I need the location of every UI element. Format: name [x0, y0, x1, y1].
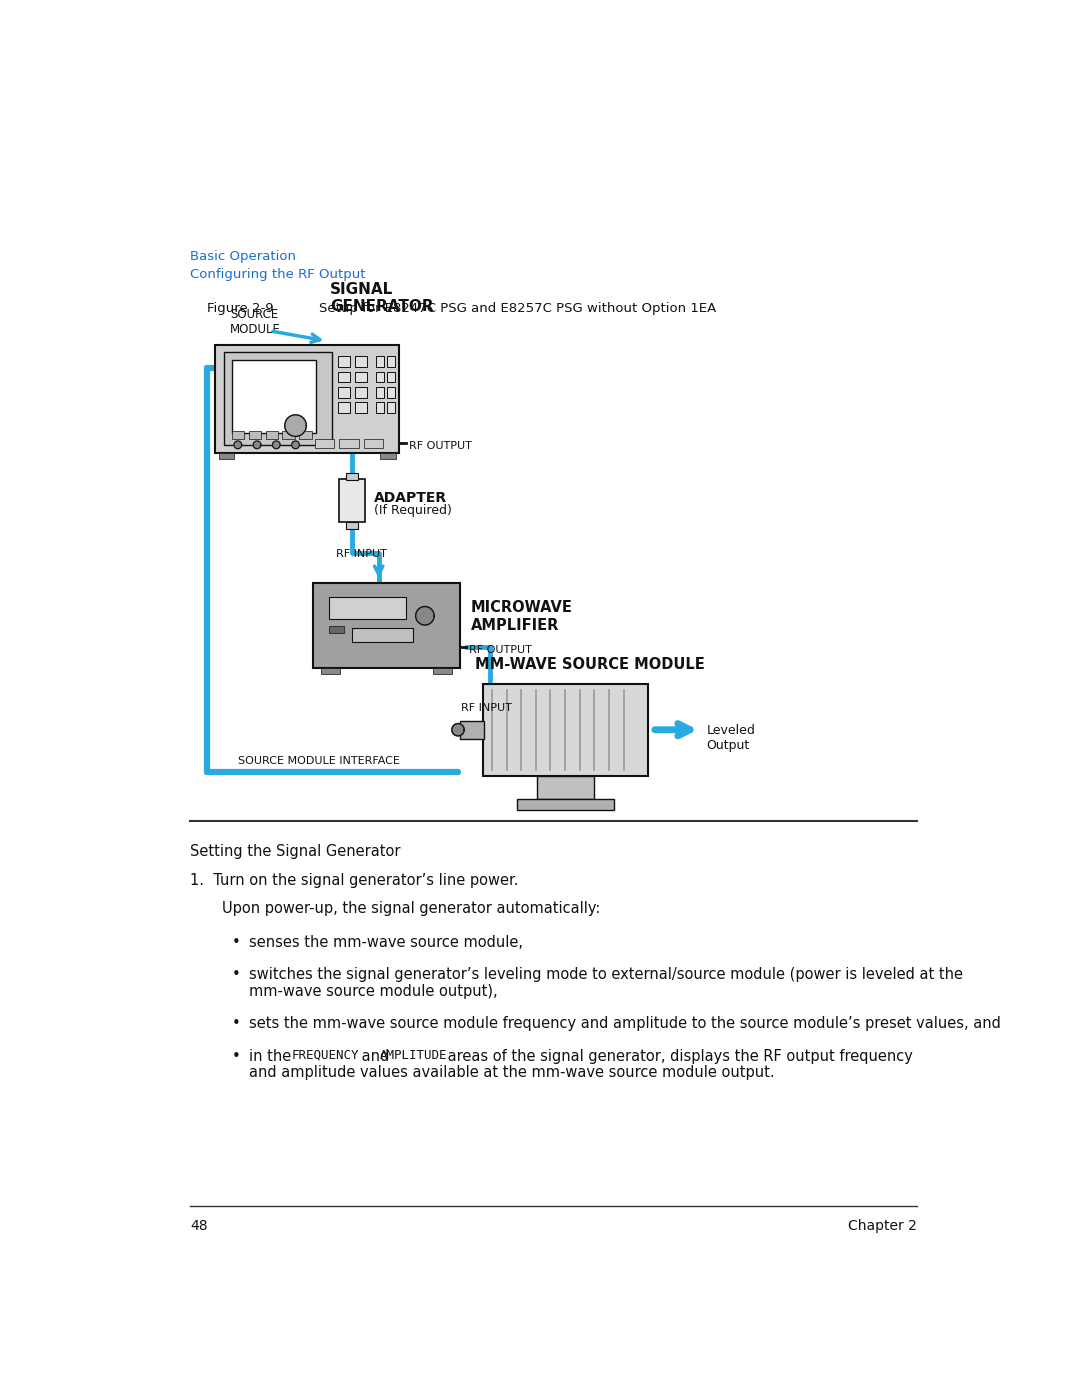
Polygon shape: [285, 415, 307, 436]
FancyBboxPatch shape: [483, 683, 648, 775]
FancyBboxPatch shape: [339, 439, 359, 448]
FancyBboxPatch shape: [215, 345, 400, 453]
FancyBboxPatch shape: [231, 432, 244, 439]
FancyBboxPatch shape: [338, 372, 350, 383]
Text: senses the mm-wave source module,: senses the mm-wave source module,: [249, 935, 524, 950]
FancyBboxPatch shape: [266, 432, 278, 439]
Text: Chapter 2: Chapter 2: [848, 1220, 917, 1234]
FancyBboxPatch shape: [328, 626, 345, 633]
FancyBboxPatch shape: [248, 432, 261, 439]
FancyBboxPatch shape: [537, 775, 594, 799]
FancyBboxPatch shape: [224, 352, 332, 444]
Polygon shape: [416, 606, 434, 624]
FancyBboxPatch shape: [355, 402, 367, 414]
FancyBboxPatch shape: [321, 668, 340, 673]
Text: in the: in the: [249, 1049, 296, 1063]
Text: RF OUTPUT: RF OUTPUT: [469, 644, 531, 655]
Text: •: •: [231, 1016, 241, 1031]
FancyBboxPatch shape: [328, 598, 406, 619]
FancyBboxPatch shape: [313, 584, 460, 668]
Text: SIGNAL
GENERATOR: SIGNAL GENERATOR: [330, 282, 434, 314]
FancyBboxPatch shape: [338, 356, 350, 367]
FancyBboxPatch shape: [339, 479, 365, 522]
Text: RF OUTPUT: RF OUTPUT: [408, 441, 472, 451]
FancyBboxPatch shape: [460, 721, 484, 739]
Text: •: •: [231, 967, 241, 982]
Text: SOURCE
MODULE: SOURCE MODULE: [230, 307, 281, 335]
Text: 1.  Turn on the signal generator’s line power.: 1. Turn on the signal generator’s line p…: [190, 873, 518, 888]
Text: Configuring the RF Output: Configuring the RF Output: [190, 268, 365, 281]
Polygon shape: [253, 441, 261, 448]
FancyBboxPatch shape: [387, 372, 395, 383]
Polygon shape: [272, 441, 280, 448]
FancyBboxPatch shape: [355, 372, 367, 383]
FancyBboxPatch shape: [355, 356, 367, 367]
Text: ADAPTER: ADAPTER: [374, 490, 447, 506]
Polygon shape: [451, 724, 464, 736]
Text: RF INPUT: RF INPUT: [461, 703, 512, 712]
Text: Figure 2-9: Figure 2-9: [207, 302, 273, 316]
FancyBboxPatch shape: [433, 668, 451, 673]
Polygon shape: [234, 441, 242, 448]
Text: RF INPUT: RF INPUT: [336, 549, 388, 559]
FancyBboxPatch shape: [517, 799, 613, 810]
FancyBboxPatch shape: [355, 387, 367, 398]
Text: •: •: [231, 1049, 241, 1063]
FancyBboxPatch shape: [218, 453, 234, 458]
Polygon shape: [292, 441, 299, 448]
Text: 48: 48: [190, 1220, 207, 1234]
Text: MICROWAVE
AMPLIFIER: MICROWAVE AMPLIFIER: [471, 601, 573, 633]
FancyBboxPatch shape: [364, 439, 383, 448]
Text: Leveled
Output: Leveled Output: [706, 724, 756, 752]
Text: areas of the signal generator, displays the RF output frequency: areas of the signal generator, displays …: [444, 1049, 914, 1063]
Text: (If Required): (If Required): [374, 504, 451, 517]
Text: AMPLITUDE: AMPLITUDE: [380, 1049, 448, 1062]
FancyBboxPatch shape: [352, 629, 414, 643]
Text: Basic Operation: Basic Operation: [190, 250, 296, 263]
FancyBboxPatch shape: [377, 372, 384, 383]
FancyBboxPatch shape: [387, 387, 395, 398]
Text: MM-WAVE SOURCE MODULE: MM-WAVE SOURCE MODULE: [475, 657, 705, 672]
FancyBboxPatch shape: [377, 387, 384, 398]
Text: and: and: [357, 1049, 394, 1063]
Text: Setting the Signal Generator: Setting the Signal Generator: [190, 844, 401, 859]
FancyBboxPatch shape: [338, 387, 350, 398]
Text: Upon power-up, the signal generator automatically:: Upon power-up, the signal generator auto…: [222, 901, 600, 916]
Text: Setup for E8247C PSG and E8257C PSG without Option 1EA: Setup for E8247C PSG and E8257C PSG with…: [319, 302, 716, 316]
Text: FREQUENCY: FREQUENCY: [292, 1049, 360, 1062]
FancyBboxPatch shape: [387, 356, 395, 367]
Text: mm-wave source module output),: mm-wave source module output),: [249, 983, 498, 999]
FancyBboxPatch shape: [377, 356, 384, 367]
FancyBboxPatch shape: [346, 522, 357, 529]
Text: and amplitude values available at the mm-wave source module output.: and amplitude values available at the mm…: [249, 1066, 775, 1080]
FancyBboxPatch shape: [231, 360, 316, 433]
FancyBboxPatch shape: [377, 402, 384, 414]
Text: switches the signal generator’s leveling mode to external/source module (power i: switches the signal generator’s leveling…: [249, 967, 963, 982]
Text: SOURCE MODULE INTERFACE: SOURCE MODULE INTERFACE: [238, 756, 400, 766]
FancyBboxPatch shape: [338, 402, 350, 414]
FancyBboxPatch shape: [380, 453, 395, 458]
FancyBboxPatch shape: [283, 432, 295, 439]
Text: •: •: [231, 935, 241, 950]
Text: sets the mm-wave source module frequency and amplitude to the source module’s pr: sets the mm-wave source module frequency…: [249, 1016, 1001, 1031]
FancyBboxPatch shape: [299, 432, 312, 439]
FancyBboxPatch shape: [314, 439, 334, 448]
FancyBboxPatch shape: [346, 474, 357, 481]
FancyBboxPatch shape: [387, 402, 395, 414]
